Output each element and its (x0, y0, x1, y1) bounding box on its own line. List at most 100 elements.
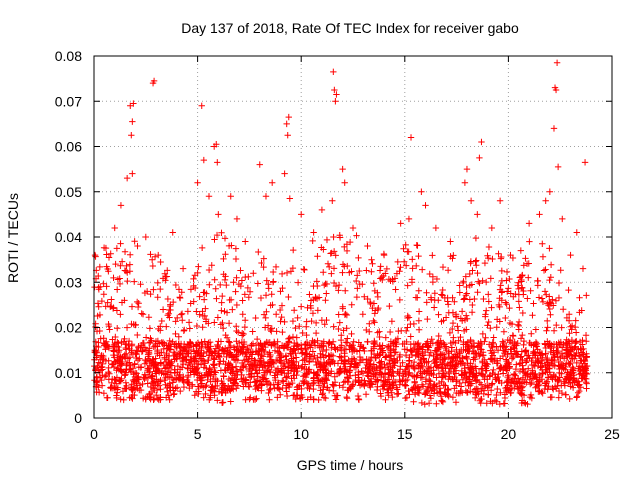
data-point (108, 296, 115, 303)
data-point (516, 304, 523, 311)
data-point (91, 251, 99, 259)
data-point (134, 331, 141, 339)
data-point (524, 295, 531, 302)
data-point (405, 357, 413, 365)
data-point (472, 349, 479, 357)
data-point (262, 193, 270, 200)
data-point (123, 341, 130, 348)
data-point (429, 278, 437, 286)
data-point (219, 399, 226, 406)
data-point (342, 310, 349, 318)
data-point (283, 388, 290, 395)
data-point (410, 358, 418, 366)
data-point (323, 290, 330, 297)
data-point (276, 306, 284, 314)
data-point (364, 338, 371, 345)
data-point (253, 335, 261, 343)
data-point (571, 343, 579, 351)
data-point (370, 361, 378, 368)
data-point (103, 283, 110, 290)
data-point (309, 355, 317, 363)
data-point (218, 347, 226, 354)
data-point (186, 325, 193, 332)
data-point (433, 351, 440, 358)
data-point (261, 348, 268, 356)
data-point (440, 317, 447, 324)
data-point (286, 334, 293, 342)
data-point (508, 384, 516, 392)
data-point (187, 340, 194, 348)
data-point (489, 380, 496, 387)
data-point (515, 298, 522, 305)
data-point (418, 188, 425, 195)
data-point (463, 315, 471, 323)
data-point (313, 370, 320, 378)
data-point (413, 241, 420, 249)
data-point (119, 388, 127, 395)
data-point (512, 372, 519, 379)
data-point (397, 363, 404, 370)
data-point (479, 359, 486, 366)
data-point (258, 342, 266, 349)
data-point (126, 394, 133, 401)
data-point (277, 288, 284, 295)
data-point (494, 347, 502, 354)
data-point (473, 261, 480, 269)
data-point (293, 386, 301, 393)
data-point (348, 383, 356, 390)
data-point (458, 308, 466, 315)
data-point (407, 362, 415, 369)
data-point (324, 384, 331, 391)
data-point (264, 350, 272, 358)
data-point (555, 279, 563, 287)
data-point (142, 357, 149, 364)
data-point (403, 327, 410, 335)
data-point (331, 86, 338, 94)
data-point (98, 382, 106, 389)
data-point (575, 378, 582, 385)
data-point (418, 266, 426, 273)
data-point (303, 370, 310, 377)
data-point (498, 267, 506, 275)
data-point (268, 179, 276, 186)
data-point (312, 358, 320, 366)
data-point (384, 389, 392, 396)
data-point (468, 342, 475, 349)
data-point (118, 375, 125, 383)
data-point (452, 339, 459, 347)
data-point (445, 386, 452, 394)
data-point (465, 382, 472, 390)
data-point (430, 390, 438, 397)
data-point (422, 378, 429, 385)
data-point (294, 383, 302, 390)
data-point (359, 280, 366, 288)
data-point (487, 398, 494, 405)
data-point (413, 262, 420, 270)
data-point (456, 289, 463, 296)
data-point (520, 262, 528, 269)
data-point (479, 330, 487, 338)
data-point (375, 371, 383, 379)
data-point (102, 303, 109, 310)
data-point (266, 369, 274, 376)
data-point (239, 311, 246, 318)
data-point (552, 86, 560, 94)
data-point (490, 340, 497, 348)
data-point (567, 383, 574, 390)
data-point (186, 342, 193, 349)
data-point (310, 229, 317, 236)
data-point (488, 381, 495, 389)
data-point (271, 372, 278, 379)
data-point (272, 376, 279, 384)
data-point (289, 264, 297, 272)
data-point (277, 369, 285, 376)
data-point (129, 170, 136, 177)
data-point (193, 322, 201, 330)
data-point (117, 362, 124, 369)
data-point (236, 366, 244, 373)
data-point (240, 330, 247, 338)
data-point (130, 371, 137, 378)
data-point (519, 331, 526, 339)
data-point (217, 321, 225, 328)
data-point (279, 328, 286, 336)
